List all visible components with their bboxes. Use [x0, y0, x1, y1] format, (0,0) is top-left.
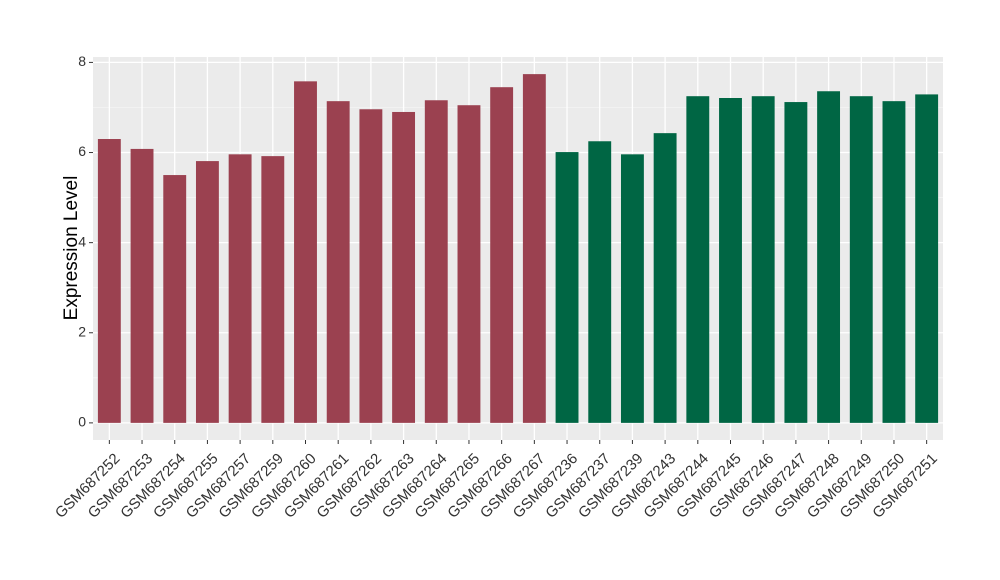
bar [424, 100, 448, 423]
bar [751, 96, 775, 423]
bar [719, 98, 742, 423]
bar [784, 102, 808, 423]
y-tick-label: 8 [78, 53, 86, 69]
y-tick-label: 2 [78, 323, 86, 339]
bar [457, 105, 481, 423]
bar [195, 161, 219, 423]
y-tick-label: 4 [78, 233, 86, 249]
bar [849, 96, 873, 423]
bar [817, 91, 841, 423]
plot-background [93, 57, 943, 440]
bar [228, 154, 252, 423]
bar [653, 133, 677, 423]
bar [555, 152, 579, 423]
bar [522, 74, 546, 423]
bar [686, 96, 710, 423]
y-axis-title: Expression Level [61, 176, 82, 321]
bars [97, 74, 939, 423]
bar [130, 148, 154, 423]
bar [915, 94, 939, 423]
bar [97, 139, 121, 423]
bar [588, 141, 612, 423]
bar [620, 154, 644, 423]
bar [392, 111, 416, 423]
bar [163, 175, 187, 423]
bar [882, 101, 906, 423]
bar [294, 81, 317, 423]
bar [359, 109, 383, 423]
y-tick-label: 6 [78, 143, 86, 159]
y-tick-label: 0 [78, 414, 86, 430]
bar [490, 87, 514, 423]
bar [326, 101, 350, 423]
bar [261, 156, 285, 423]
